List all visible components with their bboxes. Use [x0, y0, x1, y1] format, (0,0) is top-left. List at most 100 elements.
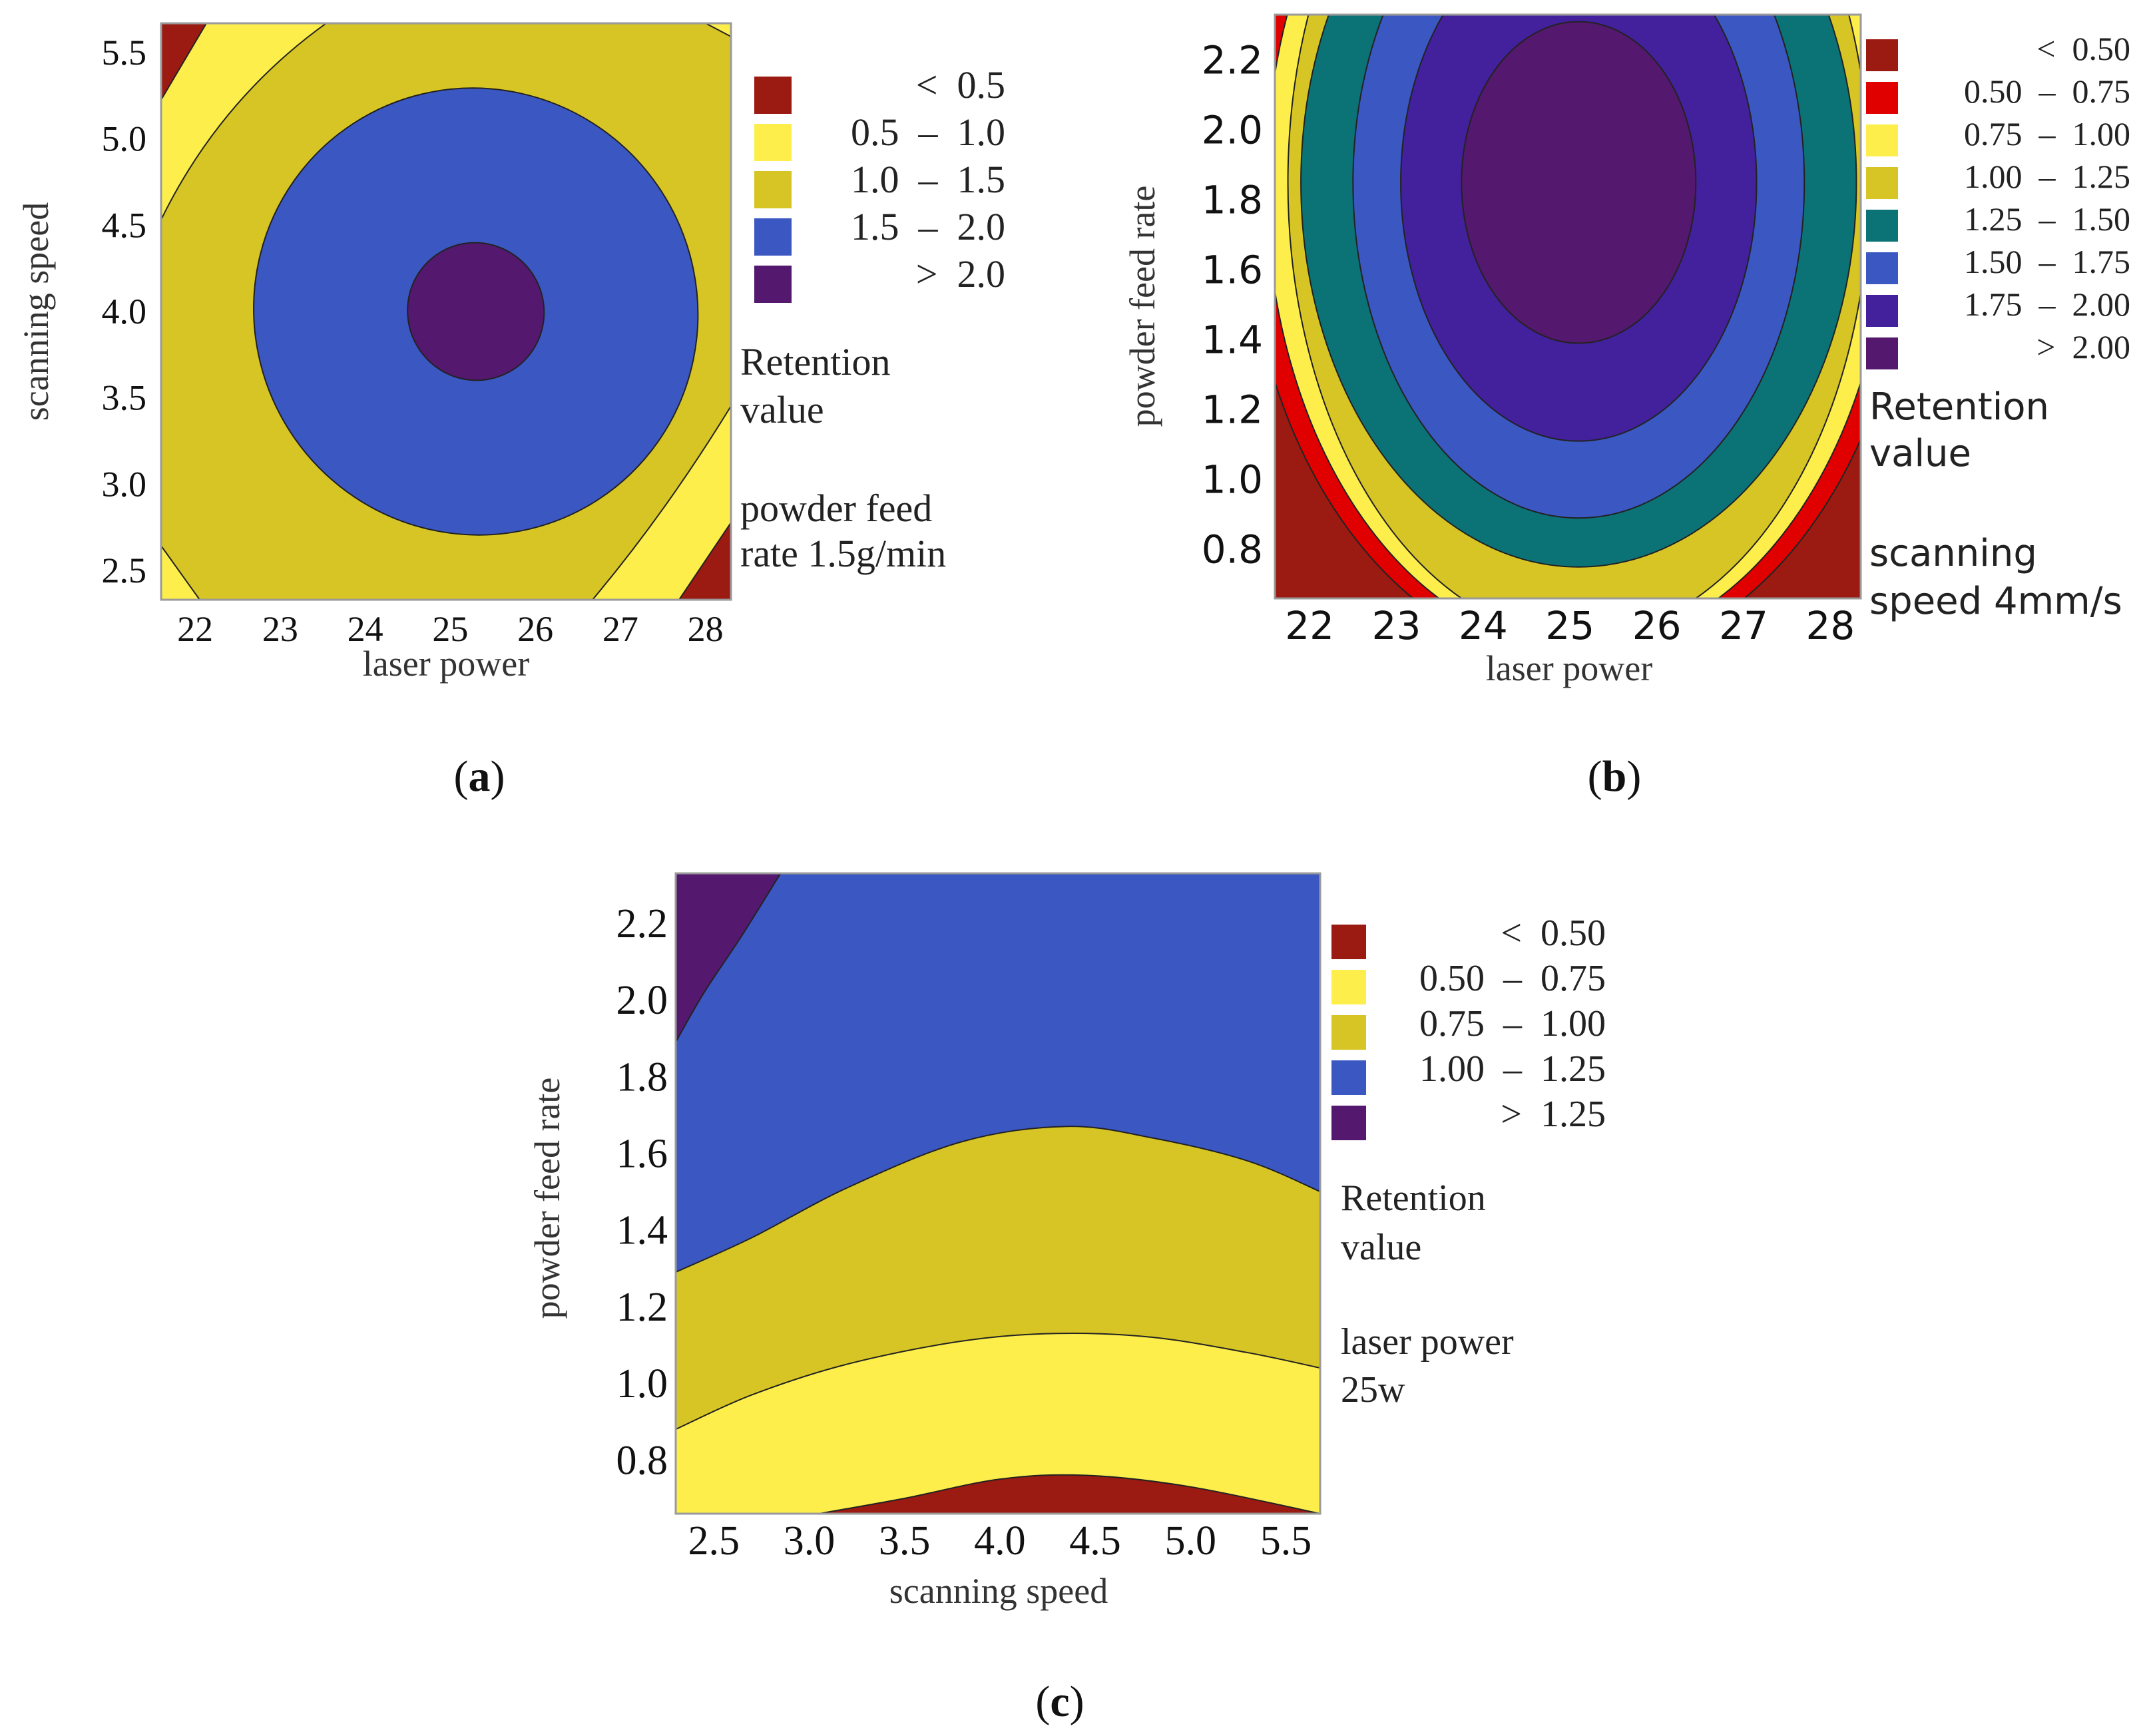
panel-c-x-tick-label: 4.5 — [1069, 1518, 1121, 1564]
panel-b-legend-label: < 0.50 — [2036, 30, 2130, 67]
panel-b-x-tick-label: 22 — [1285, 603, 1334, 648]
panel-b-legend-swatch — [1866, 252, 1898, 284]
panel-b-legend-swatch — [1866, 124, 1898, 156]
panel-a-y-tick-label: 4.5 — [102, 205, 147, 245]
panel-a-y-tick-label: 3.5 — [102, 378, 147, 418]
panel-b-caption: (b) — [1588, 752, 1642, 801]
panel-c-x-axis-label: scanning speed — [889, 1571, 1108, 1611]
panel-c-legend-title-line1: Retention — [1341, 1178, 1486, 1219]
panel-c-y-tick-label: 1.0 — [616, 1361, 668, 1407]
panel-b-y-ticks: 0.8 1.0 1.2 1.4 1.6 1.8 2.0 2.2 — [1202, 37, 1263, 572]
panel-b-x-tick-label: 25 — [1545, 603, 1594, 648]
panel-a-x-tick-label: 23 — [262, 609, 298, 649]
panel-a-y-tick-label: 2.5 — [102, 550, 147, 590]
panel-b-x-tick-label: 23 — [1372, 603, 1421, 648]
panel-a-x-tick-label: 24 — [348, 609, 383, 649]
panel-c-x-tick-label: 4.0 — [974, 1518, 1026, 1564]
panel-a-legend-swatch — [754, 124, 792, 161]
panel-c-contour-fill — [676, 873, 1320, 1514]
panel-b-legend-label: 1.25 – 1.50 — [1964, 200, 2130, 238]
panel-c-x-tick-label: 3.5 — [879, 1518, 931, 1564]
panel-a-caption: (a) — [454, 752, 505, 801]
panel-b-legend-label: 0.50 – 0.75 — [1964, 73, 2130, 110]
panel-c-y-tick-label: 1.8 — [616, 1054, 668, 1100]
panel-a: 22 23 24 25 26 27 28 2.5 3.0 3.5 4.0 4.5 5.0 5.5 las… — [16, 22, 1005, 801]
panel-a-hold-note-line2: rate 1.5g/min — [740, 532, 946, 575]
panel-a-region-low-bottom-right — [678, 521, 731, 600]
panel-c-x-tick-label: 5.0 — [1165, 1518, 1217, 1564]
panel-c-y-tick-label: 1.2 — [616, 1285, 668, 1330]
panel-c-y-tick-label: 2.0 — [616, 978, 668, 1023]
panel-a-legend-swatch — [754, 218, 792, 256]
panel-c-region-0.50-0.75 — [676, 1333, 1320, 1514]
panel-c-y-ticks: 0.8 1.0 1.2 1.4 1.6 1.8 2.0 2.2 — [616, 901, 668, 1483]
panel-b-x-ticks: 22 23 24 25 26 27 28 — [1285, 603, 1855, 648]
panel-b-legend-label: 1.75 – 2.00 — [1964, 286, 2130, 323]
panel-b-y-tick-label: 1.2 — [1202, 387, 1263, 432]
panel-a-region-low-top-left — [161, 23, 208, 101]
panel-a-region-gt-2.0 — [407, 242, 545, 381]
panel-b-legend-swatch — [1866, 39, 1898, 71]
panel-b-y-tick-label: 2.2 — [1202, 37, 1263, 83]
panel-c-legend-title-line2: value — [1341, 1227, 1421, 1268]
panel-b-y-tick-label: 1.8 — [1202, 177, 1263, 222]
panel-a-legend-label: 1.5 – 2.0 — [851, 205, 1005, 248]
panel-b-legend-swatch — [1866, 210, 1898, 242]
panel-b-y-tick-label: 1.6 — [1202, 247, 1263, 292]
panel-a-legend-label: > 2.0 — [916, 252, 1005, 296]
panel-b-legend-label: 1.00 – 1.25 — [1964, 158, 2130, 195]
panel-b-y-tick-label: 1.0 — [1202, 457, 1263, 502]
panel-a-caption-letter: a — [469, 752, 491, 801]
panel-c-legend-label: > 1.25 — [1501, 1094, 1606, 1135]
panel-c-y-tick-label: 0.8 — [616, 1438, 668, 1483]
panel-c-legend-swatch — [1331, 970, 1366, 1004]
panel-a-x-tick-label: 22 — [177, 609, 213, 649]
panel-c-legend-label: 0.50 – 0.75 — [1419, 958, 1606, 999]
panel-b-y-tick-label: 2.0 — [1202, 107, 1263, 152]
panel-c-legend-swatch — [1331, 1015, 1366, 1050]
panel-c-caption-letter: c — [1050, 1677, 1069, 1726]
panel-a-plot-frame — [160, 22, 732, 601]
panel-c-y-tick-label: 1.4 — [616, 1208, 668, 1253]
panel-b-hold-note-line1: scanning — [1869, 532, 2037, 575]
panel-b-x-tick-label: 24 — [1459, 603, 1508, 648]
panel-a-legend-title-line2: value — [740, 388, 824, 431]
panel-b-legend: < 0.50 0.50 – 0.75 0.75 – 1.00 1.00 – 1.… — [1866, 30, 2130, 369]
panel-b-x-tick-label: 26 — [1632, 603, 1682, 648]
panel-a-y-tick-label: 3.0 — [102, 464, 147, 504]
panel-c-legend: < 0.50 0.50 – 0.75 0.75 – 1.00 1.00 – 1.… — [1331, 913, 1606, 1410]
panel-c-legend-swatch — [1331, 1106, 1366, 1140]
panel-b-hold-note-line2: speed 4mm/s — [1869, 580, 2122, 623]
panel-a-contour-fill — [161, 23, 731, 600]
panel-c-y-tick-label: 1.6 — [616, 1132, 668, 1177]
panel-c-legend-label: < 0.50 — [1501, 913, 1606, 954]
panel-b-y-tick-label: 0.8 — [1202, 527, 1263, 572]
panel-b-legend-swatch — [1866, 82, 1898, 114]
panel-c-plot-frame — [674, 872, 1321, 1515]
panel-a-legend-swatch — [754, 77, 792, 114]
panel-c-hold-note-line2: 25w — [1341, 1369, 1405, 1410]
panel-c-legend-label: 1.00 – 1.25 — [1419, 1048, 1606, 1090]
panel-c-region-gt-1.25 — [676, 873, 782, 1043]
panel-b-legend-swatch — [1866, 337, 1898, 369]
panel-a-hold-note-line1: powder feed — [740, 487, 932, 530]
panel-c-legend-swatch — [1331, 925, 1366, 959]
panel-a-x-axis-label: laser power — [363, 644, 529, 684]
panel-b-legend-swatch — [1866, 295, 1898, 327]
panel-b-legend-label: 1.50 – 1.75 — [1964, 243, 2130, 280]
panel-a-legend-label: 0.5 – 1.0 — [851, 110, 1005, 154]
panel-b-y-tick-label: 1.4 — [1202, 317, 1263, 362]
panel-b-contour-fill — [1275, 15, 1861, 598]
panel-a-legend-title-line1: Retention — [740, 340, 891, 383]
panel-c-x-ticks: 2.5 3.0 3.5 4.0 4.5 5.0 5.5 — [688, 1518, 1312, 1564]
panel-a-legend: < 0.5 0.5 – 1.0 1.0 – 1.5 1.5 – 2.0 > 2.… — [740, 63, 1005, 575]
panel-a-legend-swatch — [754, 171, 792, 208]
panel-b-legend-swatch — [1866, 167, 1898, 199]
panel-c-x-tick-label: 2.5 — [688, 1518, 740, 1564]
panel-b-x-tick-label: 27 — [1719, 603, 1768, 648]
panel-b: 22 23 24 25 26 27 28 0.81.01.21.41.61.82.02.2 … — [1122, 13, 2130, 801]
panel-c-x-tick-label: 5.5 — [1260, 1518, 1312, 1564]
panel-a-x-tick-label: 26 — [517, 609, 553, 649]
panel-b-plot-frame — [1274, 13, 1862, 600]
panel-c-y-tick-label: 2.2 — [616, 901, 668, 947]
